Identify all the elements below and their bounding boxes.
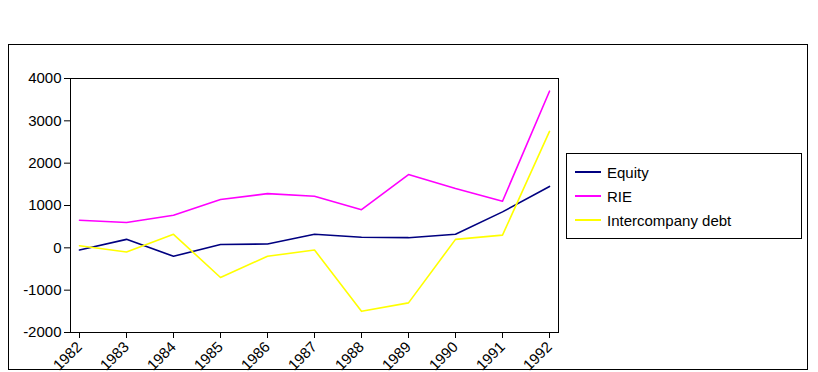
- svg-text:4000: 4000: [28, 69, 61, 86]
- svg-text:-2000: -2000: [23, 323, 61, 340]
- svg-text:3000: 3000: [28, 112, 61, 129]
- svg-text:1990: 1990: [425, 338, 461, 372]
- svg-text:1991: 1991: [472, 338, 508, 372]
- svg-text:1000: 1000: [28, 196, 61, 213]
- html-text:Intercompany debt: Intercompany debt: [607, 211, 732, 229]
- html-text:Equity: Equity: [607, 163, 649, 181]
- svg-text:-1000: -1000: [23, 281, 61, 298]
- svg-text:1989: 1989: [378, 338, 414, 372]
- svg-text:1982: 1982: [49, 338, 85, 372]
- svg-text:2000: 2000: [28, 154, 61, 171]
- svg-text:1985: 1985: [190, 338, 226, 372]
- html-text:RIE: RIE: [607, 187, 632, 205]
- svg-text:1984: 1984: [143, 338, 179, 372]
- svg-text:1988: 1988: [331, 338, 367, 372]
- svg-text:0: 0: [53, 239, 61, 256]
- svg-text:1987: 1987: [284, 338, 320, 372]
- svg-text:1983: 1983: [96, 338, 132, 372]
- svg-text:1986: 1986: [237, 338, 273, 372]
- svg-text:1992: 1992: [519, 338, 555, 372]
